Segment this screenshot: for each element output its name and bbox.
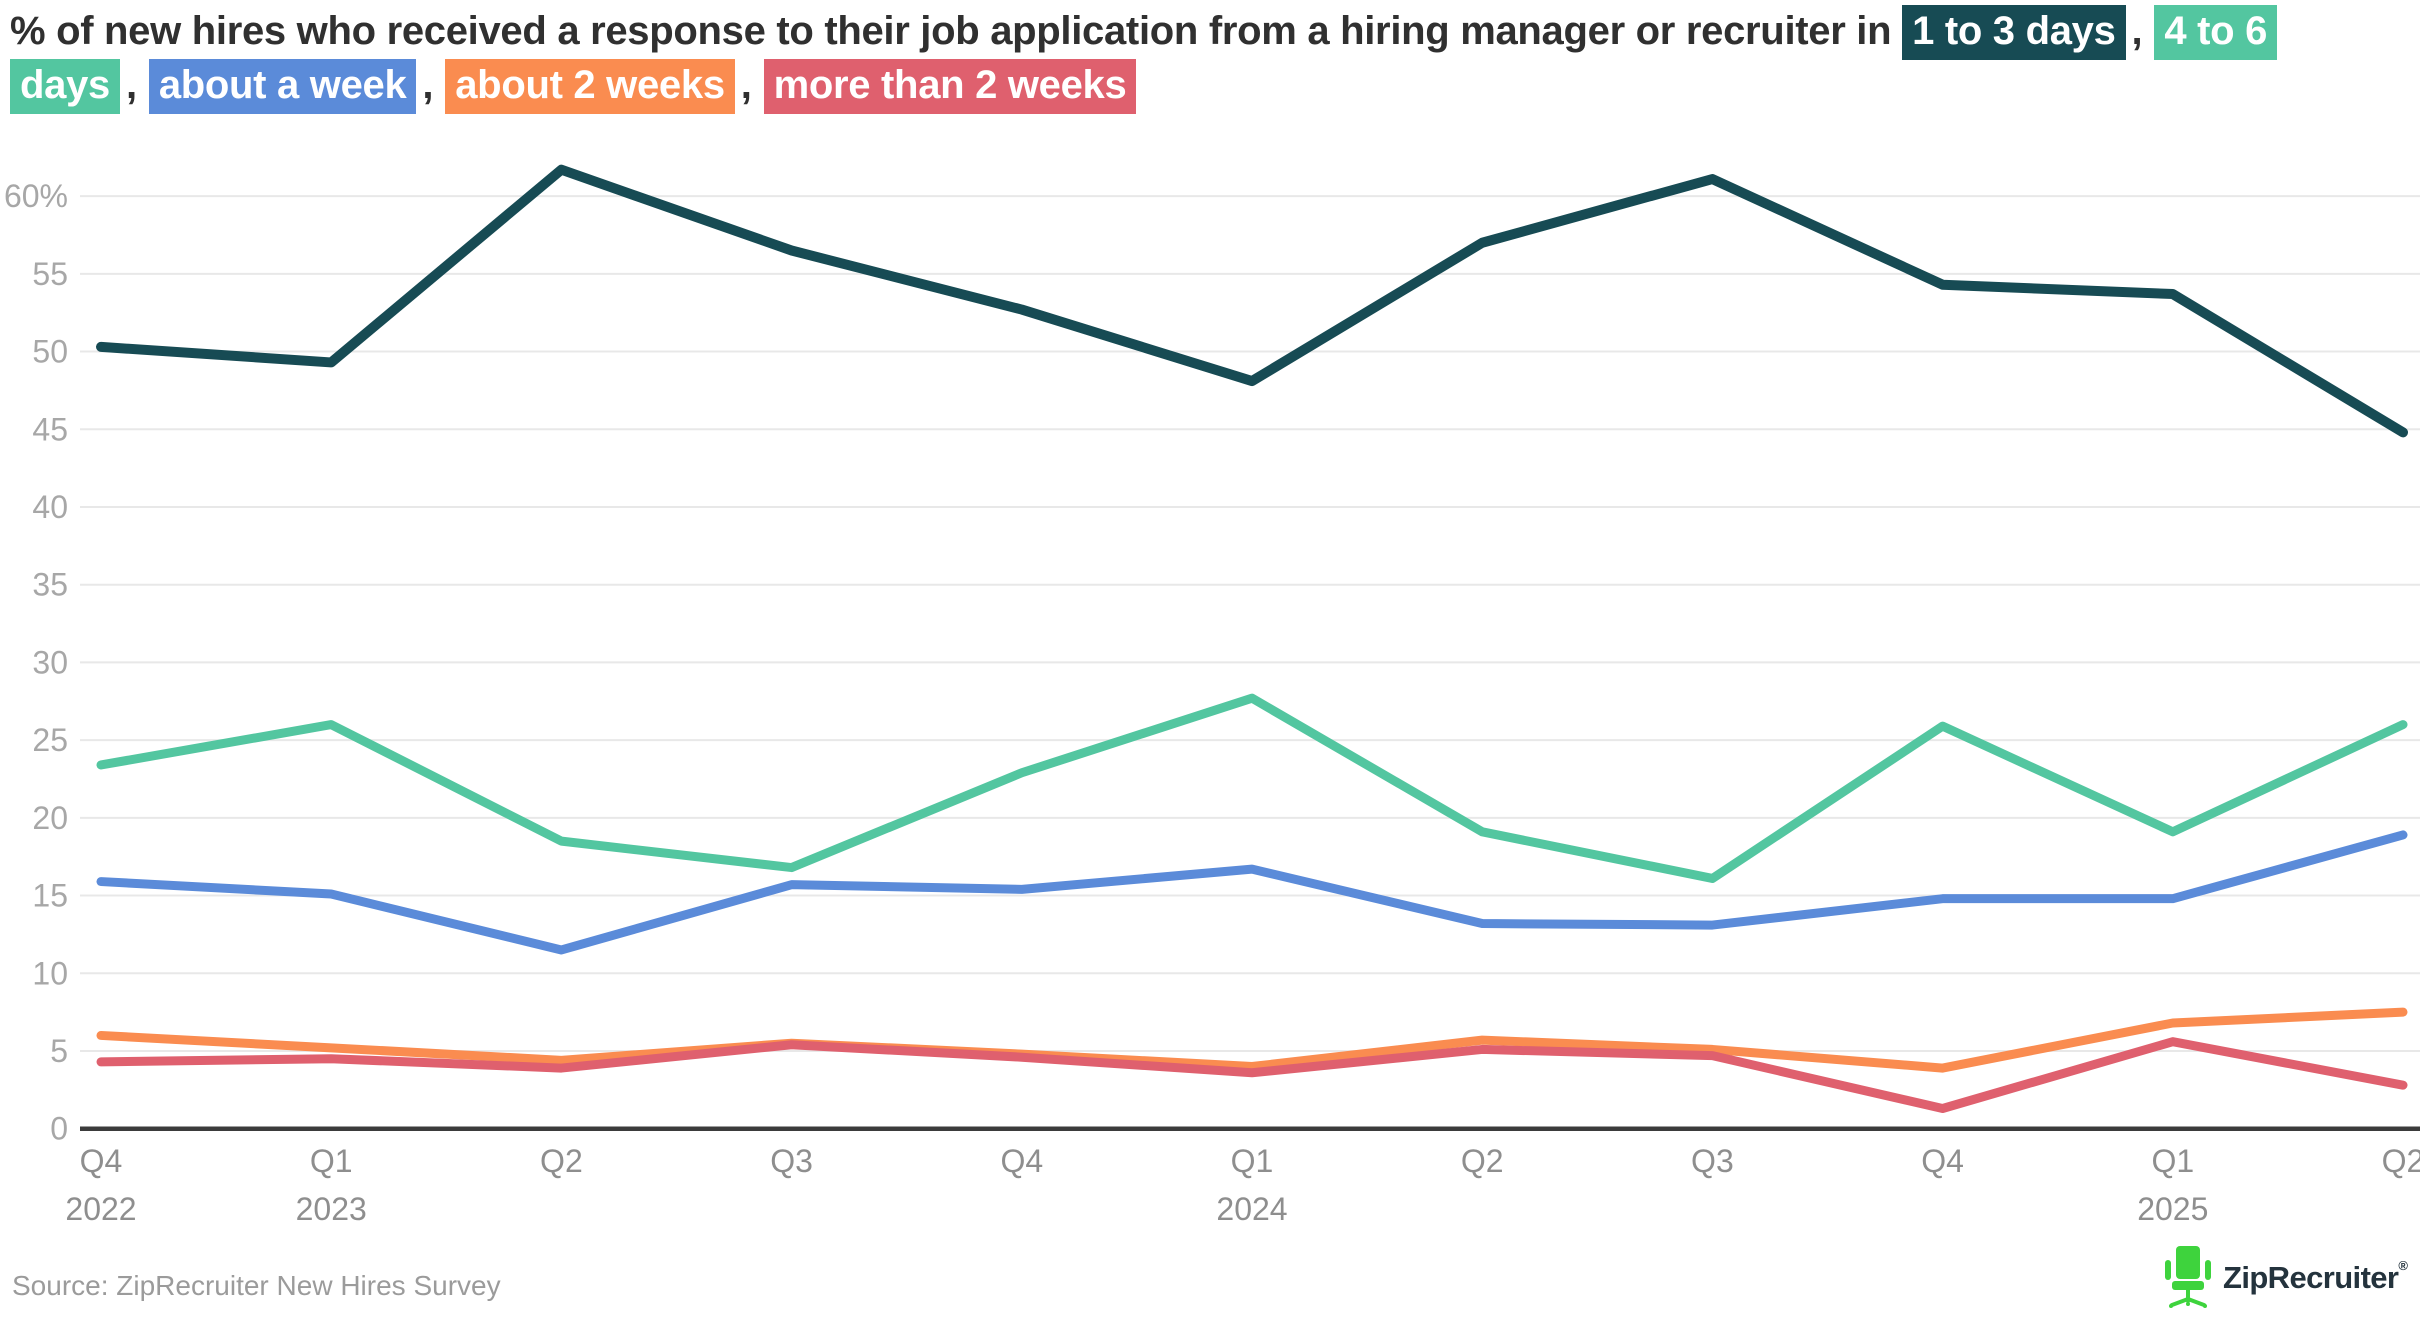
source-note: Source: ZipRecruiter New Hires Survey <box>12 1270 501 1301</box>
x-tick-year-label: 2023 <box>296 1191 367 1227</box>
y-tick-label: 50 <box>32 334 68 370</box>
legend-separator: , <box>740 63 752 107</box>
series-line-1-to-3-days <box>96 164 2408 438</box>
x-tick-label: Q1 <box>2151 1143 2194 1179</box>
y-tick-label: 20 <box>32 800 68 836</box>
x-tick-year-label: 2024 <box>1216 1191 1287 1227</box>
legend-badge: about 2 weeks <box>445 59 735 114</box>
office-chair-icon <box>2165 1246 2211 1308</box>
x-tick-label: Q4 <box>1000 1143 1043 1179</box>
legend-badge: about a week <box>148 59 417 114</box>
y-tick-label: 25 <box>32 722 68 758</box>
logo-wordmark: ZipRecruiter® <box>2223 1258 2408 1296</box>
x-tick-label: Q2 <box>1461 1143 1504 1179</box>
legend-badge: more than 2 weeks <box>763 59 1137 114</box>
x-tick-year-label: 2025 <box>2137 1191 2208 1227</box>
y-tick-label: 15 <box>32 878 68 914</box>
y-tick-label: 0 <box>50 1111 68 1147</box>
x-tick-label: Q2 <box>2382 1143 2420 1179</box>
ziprecruiter-logo: ZipRecruiter® <box>2163 1246 2408 1308</box>
series-line-more-than-2-weeks <box>96 1037 2408 1113</box>
y-tick-label: 10 <box>32 955 68 991</box>
legend-separator: , <box>125 63 137 107</box>
y-tick-label: 40 <box>32 489 68 525</box>
x-tick-label: Q4 <box>1921 1143 1964 1179</box>
chart-title-text: % of new hires who received a response t… <box>10 9 1892 53</box>
series-line-about-2-weeks <box>96 1007 2408 1073</box>
x-tick-label: Q4 <box>80 1143 123 1179</box>
series-line-4-to-6-days <box>96 693 2408 883</box>
y-tick-label: 35 <box>32 567 68 603</box>
series-line-about-a-week <box>96 830 2408 955</box>
x-tick-label: Q3 <box>1691 1143 1734 1179</box>
logo-text: ZipRecruiter <box>2223 1260 2399 1295</box>
legend-badge: 1 to 3 days <box>1902 5 2126 60</box>
y-tick-label: 5 <box>50 1033 68 1069</box>
y-tick-label: 60% <box>4 178 68 214</box>
legend-separator: , <box>422 63 434 107</box>
y-tick-label: 45 <box>32 411 68 447</box>
x-tick-label: Q1 <box>310 1143 353 1179</box>
chart-title: % of new hires who received a response t… <box>10 4 2414 114</box>
registered-mark: ® <box>2398 1258 2408 1273</box>
y-tick-label: 30 <box>32 644 68 680</box>
x-tick-year-label: 2022 <box>65 1191 136 1227</box>
x-tick-label: Q1 <box>1231 1143 1274 1179</box>
x-tick-label: Q2 <box>540 1143 583 1179</box>
y-tick-label: 55 <box>32 256 68 292</box>
x-tick-label: Q3 <box>770 1143 813 1179</box>
legend-separator: , <box>2131 9 2143 53</box>
